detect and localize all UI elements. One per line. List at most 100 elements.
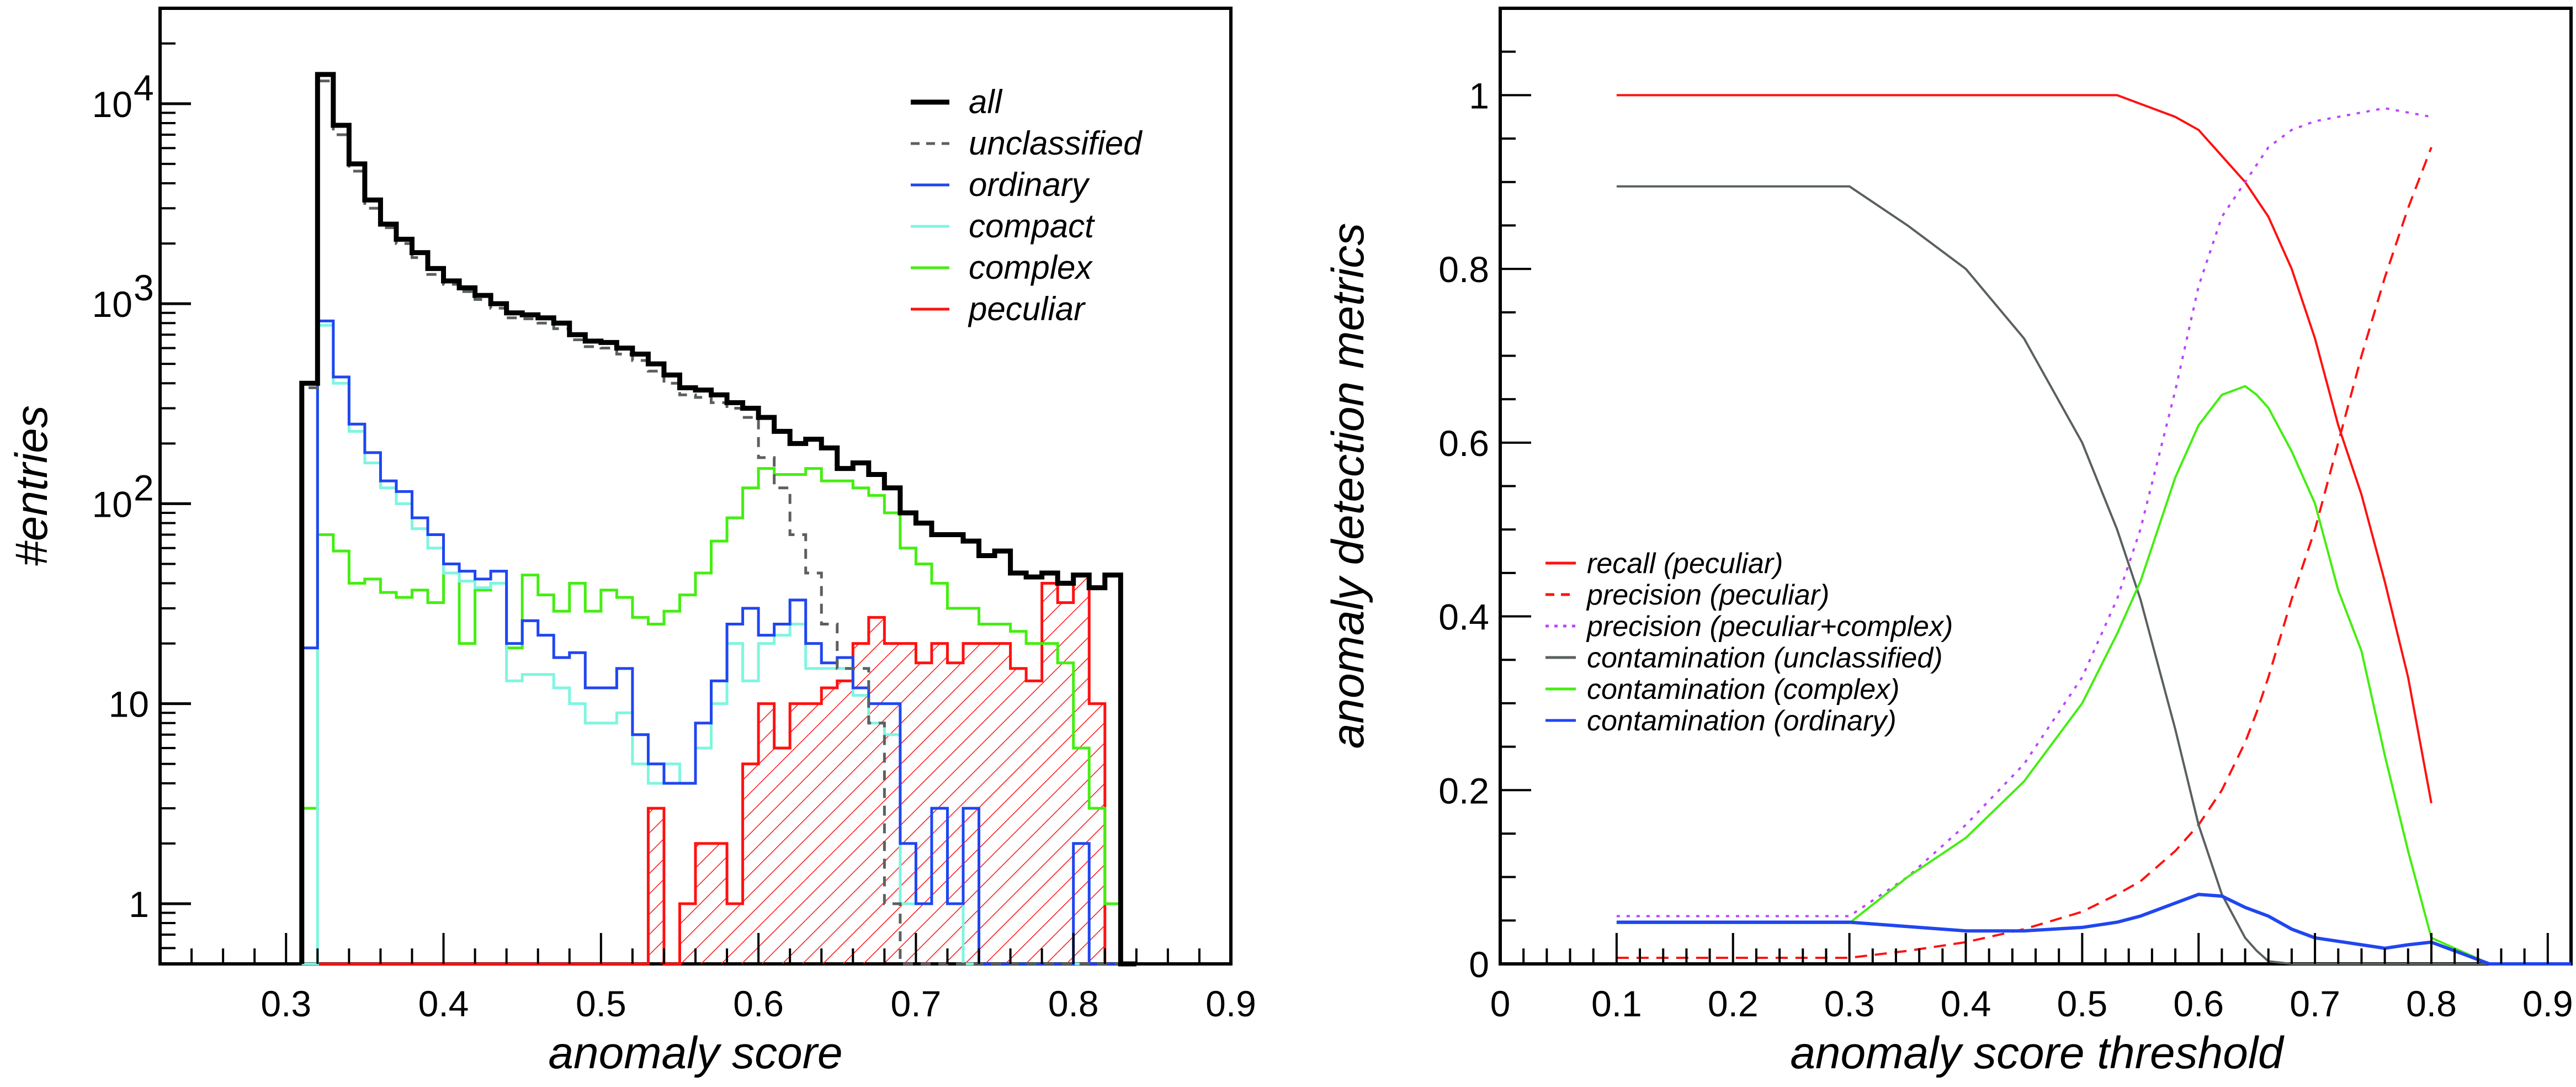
hist-bin-complex — [507, 648, 523, 964]
hist-bin-compact — [522, 675, 538, 964]
legend-item: recall (peculiar) — [1545, 548, 1783, 580]
y-tick-label: 0.4 — [1438, 597, 1489, 638]
hist-bin-unclassified — [333, 135, 349, 964]
left-x-axis-title: anomaly score — [548, 1028, 842, 1078]
hist-bin-unclassified — [349, 171, 365, 964]
hist-bin-unclassified — [459, 291, 475, 964]
hist-bin-compact — [475, 588, 491, 964]
hist-bin-peculiar — [837, 681, 853, 964]
hist-bin-peculiar — [995, 643, 1011, 964]
hist-bin-all — [333, 125, 349, 964]
series-line — [1616, 107, 2432, 918]
hist-bin-unclassified — [601, 348, 617, 964]
legend-item-all: all — [911, 83, 1003, 120]
x-tick-label: 0.9 — [2522, 983, 2573, 1024]
hist-bin-peculiar — [884, 643, 900, 964]
y-tick-exponent: 2 — [134, 467, 154, 508]
hist-bin-complex — [317, 535, 333, 964]
series-line — [1616, 385, 2571, 965]
hist-bin-all — [349, 164, 365, 964]
legend-label: compact — [969, 208, 1095, 245]
series-contamination-ordinary- — [1616, 893, 2572, 966]
right-y-axis-title: anomaly detection metrics — [1323, 223, 1373, 749]
y-tick-label: 10 — [92, 84, 132, 125]
hist-bin-unclassified — [491, 308, 507, 964]
hist-bin-compact — [570, 704, 586, 964]
hist-bin-compact — [633, 764, 649, 964]
metrics-series-group — [1616, 94, 2572, 966]
hist-bin-all — [633, 354, 649, 964]
hist-bin-compact — [459, 581, 475, 964]
y-tick-label: 10 — [109, 684, 149, 725]
hist-bin-compact — [601, 723, 617, 964]
x-tick-label: 0.4 — [1941, 983, 1991, 1024]
hist-bin-unclassified — [380, 227, 396, 964]
hist-bin-all — [585, 341, 601, 964]
hist-bin-compact — [617, 713, 633, 964]
hist-bin-ordinary — [491, 571, 507, 964]
hist-bin-peculiar — [790, 703, 806, 964]
hist-bin-ordinary — [633, 735, 649, 964]
hist-bin-ordinary — [317, 321, 333, 964]
hist-bin-all — [617, 348, 633, 964]
hist-bin-peculiar — [742, 763, 759, 964]
hist-bin-unclassified — [664, 383, 680, 964]
hist-bin-complex — [570, 584, 586, 964]
x-tick-label: 0.5 — [576, 983, 626, 1024]
hist-bin-complex — [617, 597, 633, 964]
hist-bin-compact — [428, 548, 444, 964]
hist-bin-ordinary — [459, 571, 475, 964]
series-complex — [300, 467, 1136, 966]
hist-bin-peculiar — [711, 843, 727, 964]
hist-bin-peculiar — [979, 643, 995, 964]
y-tick-label: 1 — [1469, 75, 1489, 116]
hist-bin-compact — [412, 529, 428, 964]
hist-bin-ordinary — [507, 644, 523, 964]
x-tick-label: 0.2 — [1708, 983, 1759, 1024]
legend-item-unclassified: unclassified — [911, 125, 1143, 162]
y-tick-label: 10 — [92, 484, 132, 524]
hist-bin-all — [507, 313, 523, 964]
hist-bin-complex — [333, 551, 349, 964]
hist-bin-complex — [349, 584, 365, 964]
legend-label: unclassified — [969, 125, 1143, 162]
legend-item: precision (peculiar+complex) — [1545, 611, 1953, 643]
hist-bin-all — [412, 253, 428, 964]
hist-bin-unclassified — [585, 347, 601, 964]
hist-bin-complex — [633, 617, 649, 964]
hist-bin-all — [522, 315, 538, 964]
legend-label: precision (peculiar) — [1586, 579, 1829, 611]
hist-bin-complex — [538, 595, 554, 964]
hist-outline-all — [299, 72, 1136, 967]
hist-bin-compact — [538, 675, 554, 964]
hist-bin-all — [459, 288, 475, 964]
hist-bin-compact — [664, 764, 680, 964]
hist-bin-ordinary — [475, 579, 491, 964]
hist-bin-all — [727, 402, 743, 964]
hist-bin-compact — [349, 431, 365, 964]
hist-bin-ordinary — [601, 688, 617, 964]
hist-bin-peculiar — [916, 662, 932, 964]
y-tick-exponent: 3 — [134, 267, 154, 308]
hist-bin-unclassified — [679, 395, 695, 964]
series-line — [1616, 94, 2432, 804]
hist-bin-peculiar — [947, 662, 963, 964]
hist-bin-unclassified — [538, 323, 554, 964]
hist-bin-ordinary — [349, 424, 365, 964]
hist-bin-complex — [727, 518, 743, 964]
x-tick-label: 0.8 — [1048, 983, 1099, 1024]
legend-label: contamination (ordinary) — [1587, 705, 1897, 737]
legend-label: contamination (complex) — [1587, 674, 1899, 706]
hist-bin-peculiar — [1073, 575, 1090, 964]
series-all — [299, 72, 1136, 967]
hist-bin-all — [428, 268, 444, 964]
x-tick-label: 0.6 — [733, 983, 784, 1024]
hist-bin-peculiar — [963, 643, 979, 964]
hist-bin-ordinary — [428, 535, 444, 964]
hist-bin-compact — [380, 488, 396, 964]
hist-bin-all — [570, 335, 586, 964]
hist-bin-all — [380, 224, 396, 964]
hist-bin-peculiar — [1026, 681, 1042, 964]
